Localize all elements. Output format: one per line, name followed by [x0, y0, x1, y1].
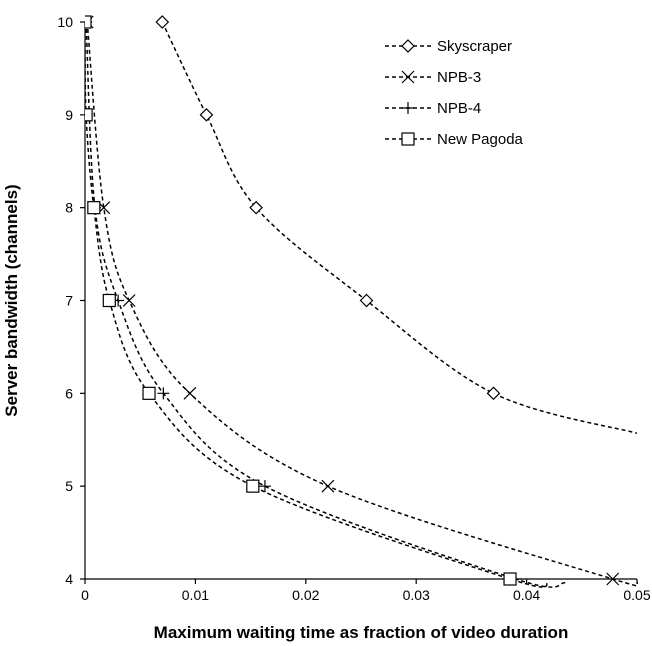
axes: 0 0.01 0.02 0.03 0.04 0.05 4 5 6 7 8 9 10 — [57, 14, 650, 603]
data-point-npb-3 — [321, 479, 335, 493]
data-point-new-pagoda — [85, 108, 93, 122]
data-point-new-pagoda — [87, 201, 101, 215]
series-npb-4 — [85, 16, 566, 588]
series-new-pagoda — [85, 15, 549, 588]
data-point-new-pagoda — [503, 572, 517, 586]
x-tick-label: 0.01 — [182, 587, 209, 603]
data-point-skyscraper — [199, 107, 214, 122]
data-point-new-pagoda — [85, 15, 92, 29]
data-point-npb-3 — [183, 386, 197, 400]
series-line-npb-3 — [86, 21, 638, 587]
x-tick-label: 0.02 — [292, 587, 319, 603]
x-tick-label: 0.05 — [623, 587, 650, 603]
series-line-new-pagoda — [85, 21, 549, 588]
x-tick-label: 0 — [81, 587, 89, 603]
data-point-npb-4 — [258, 480, 271, 493]
y-tick-label: 5 — [65, 478, 73, 494]
x-axis-title: Maximum waiting time as fraction of vide… — [154, 623, 569, 642]
x-tick-label: 0.03 — [403, 587, 430, 603]
legend-item-skyscraper: Skyscraper — [385, 38, 512, 55]
data-point-skyscraper — [486, 386, 501, 401]
data-point-npb-4 — [157, 387, 170, 400]
legend-marker — [401, 39, 415, 53]
y-tick-label: 4 — [65, 571, 73, 587]
legend-label: NPB-3 — [437, 69, 481, 86]
data-point-new-pagoda — [246, 479, 260, 493]
legend-marker — [401, 70, 415, 84]
y-tick-label: 9 — [65, 107, 73, 123]
series-group — [85, 15, 638, 588]
series-skyscraper — [155, 15, 638, 434]
data-point-skyscraper — [359, 293, 374, 308]
y-tick-label: 7 — [65, 293, 73, 309]
y-tick-label: 10 — [57, 14, 73, 30]
legend-label: NPB-4 — [437, 100, 481, 117]
series-line-npb-4 — [85, 21, 566, 588]
data-point-new-pagoda — [142, 386, 156, 400]
data-point-new-pagoda — [102, 293, 116, 308]
data-point-skyscraper — [249, 200, 263, 215]
legend-item-npb-3: NPB-3 — [385, 69, 481, 86]
y-tick-label: 8 — [65, 200, 73, 216]
legend-marker — [402, 102, 414, 114]
legend: Skyscraper NPB-3 NPB-4 New Pagoda — [385, 38, 524, 148]
legend-label: Skyscraper — [437, 38, 512, 55]
data-point-npb-3 — [122, 294, 136, 307]
data-point-npb-3 — [606, 572, 620, 586]
series-line-skyscraper — [161, 21, 638, 434]
legend-item-new-pagoda: New Pagoda — [385, 131, 524, 148]
x-tick-label: 0.04 — [513, 587, 540, 603]
y-tick-label: 6 — [65, 385, 73, 401]
legend-label: New Pagoda — [437, 131, 524, 148]
legend-item-npb-4: NPB-4 — [385, 100, 481, 117]
legend-marker — [401, 132, 415, 146]
data-point-skyscraper — [155, 15, 170, 29]
y-axis-title: Server bandwidth (channels) — [2, 184, 21, 416]
